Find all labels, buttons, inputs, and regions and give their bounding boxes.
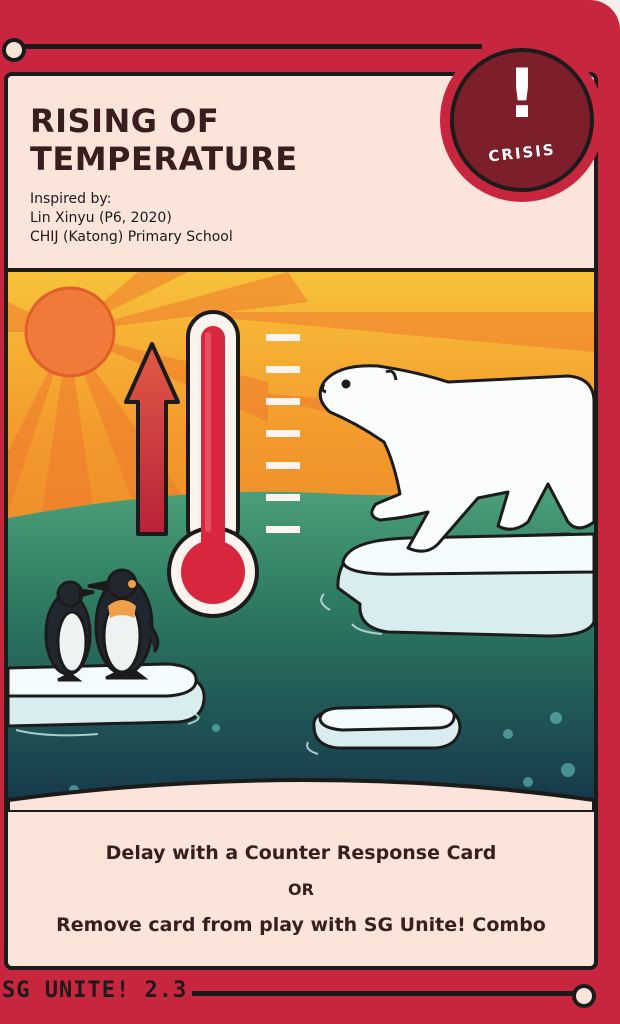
inspired-name: Lin Xinyu (P6, 2020) <box>30 210 172 226</box>
footer-line2: Remove card from play with SG Unite! Com… <box>56 914 546 936</box>
top-rail <box>12 44 482 49</box>
inspired-label: Inspired by: <box>30 191 112 207</box>
crisis-badge: ! CRISIS <box>440 38 604 202</box>
up-arrow-icon <box>124 342 180 536</box>
card-title-line1: RISING OF <box>30 102 220 140</box>
penguin-icon <box>44 580 95 682</box>
badge-symbol: ! <box>506 55 538 134</box>
polar-bear-icon <box>318 364 594 553</box>
credits: Inspired by: Lin Xinyu (P6, 2020) CHIJ (… <box>30 190 233 247</box>
footer-line1: Delay with a Counter Response Card <box>105 842 497 864</box>
inspired-school: CHIJ (Katong) Primary School <box>30 229 233 245</box>
sun-icon <box>24 286 116 378</box>
top-rail-node <box>2 38 26 62</box>
card-illustration <box>8 272 594 812</box>
crisis-badge-inner: ! CRISIS <box>450 48 594 192</box>
card-title: RISING OF TEMPERATURE <box>30 102 298 178</box>
penguin-icon <box>87 568 160 680</box>
footer-or: OR <box>288 880 314 899</box>
thermometer-scale <box>266 334 300 533</box>
card-title-line2: TEMPERATURE <box>30 140 298 178</box>
edition-label: SG UNITE! 2.3 <box>2 978 188 1003</box>
ice-floe-icon <box>336 532 594 638</box>
thermometer-icon <box>167 310 259 618</box>
ice-floe-icon <box>312 704 462 750</box>
card-footer: Delay with a Counter Response Card OR Re… <box>8 812 594 966</box>
bottom-rail-node <box>572 984 596 1008</box>
bottom-rail <box>192 991 577 996</box>
ice-floe-icon <box>8 662 206 728</box>
card-frame: RISING OF TEMPERATURE Inspired by: Lin X… <box>4 72 598 970</box>
